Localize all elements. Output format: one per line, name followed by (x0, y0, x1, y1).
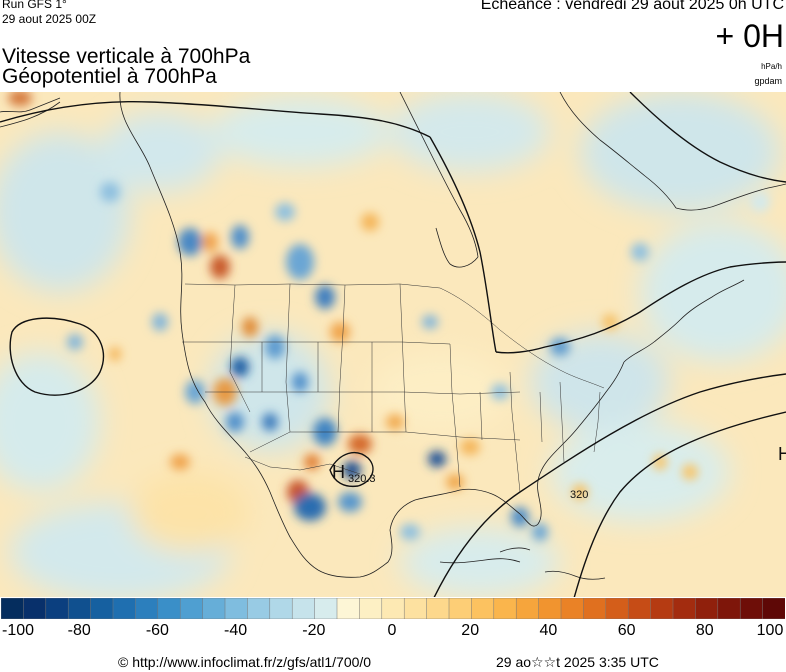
high-pressure-center-label-east: H (778, 444, 786, 464)
color-scale-swatch (67, 598, 92, 619)
color-scale-tick-label: 80 (695, 622, 714, 639)
color-scale-swatch (224, 598, 249, 619)
color-scale-swatch (605, 598, 629, 619)
color-scale-swatch (157, 598, 181, 619)
map-title-secondary: Géopotentiel à 700hPa (2, 65, 217, 88)
color-scale-tick-label: -60 (145, 622, 169, 639)
unit-label-secondary: gpdam (754, 76, 782, 86)
color-scale-swatch (717, 598, 741, 619)
color-scale-swatch (291, 598, 316, 619)
contour-label-320: 320 (570, 489, 588, 501)
color-scale-swatch (359, 598, 383, 619)
color-scale-swatch (538, 598, 562, 619)
weather-map-canvas: 320.3 320 H H (0, 92, 786, 597)
color-scale-swatch (45, 598, 69, 619)
color-scale-tick-label: -80 (67, 622, 91, 639)
color-scale-swatch (426, 598, 450, 619)
color-scale-swatch (471, 598, 495, 619)
contour-labels: 320.3 320 H H (332, 444, 786, 501)
color-scale-swatch (202, 598, 226, 619)
contour-label-320-3: 320.3 (348, 473, 376, 485)
run-label: Run GFS 1° (2, 0, 67, 11)
color-scale-swatch (247, 598, 271, 619)
color-scale-tick-label: -40 (224, 622, 248, 639)
color-scale-swatch (762, 598, 785, 619)
run-date: 29 aout 2025 00Z (2, 12, 97, 26)
color-scale-swatch (493, 598, 517, 619)
country-state-borders (182, 283, 605, 493)
map-title-primary: Vitesse verticale à 700hPa (2, 45, 251, 68)
color-scale-swatch (403, 598, 428, 619)
color-scale-swatch (381, 598, 405, 619)
color-scale-swatch (560, 598, 585, 619)
color-scale-swatch (179, 598, 204, 619)
color-scale-tick-label: -100 (1, 622, 35, 639)
color-scale-swatch (1, 598, 25, 619)
color-scale-tick-label: 100 (756, 622, 784, 639)
color-scale-swatch (739, 598, 764, 619)
source-url: © http://www.infoclimat.fr/z/gfs/atl1/70… (118, 654, 372, 670)
color-scale-swatch (269, 598, 293, 619)
color-scale-tick-label: -20 (302, 622, 326, 639)
color-scale-swatch (135, 598, 159, 619)
color-scale-swatch (314, 598, 338, 619)
valid-time-label: Echéance : vendredi 29 aout 2025 0h UTC (480, 0, 784, 13)
color-scale-swatch (23, 598, 47, 619)
color-scale-swatch (90, 598, 114, 619)
unit-label-primary: hPa/h (761, 62, 782, 71)
coastlines (0, 92, 786, 580)
color-scale-swatch (695, 598, 719, 619)
weather-map: 320.3 320 H H (0, 92, 786, 597)
color-scale-swatch (583, 598, 607, 619)
color-scale-swatch (448, 598, 473, 619)
color-scale-swatch (515, 598, 540, 619)
color-scale-swatch (627, 598, 652, 619)
color-scale-swatch (112, 598, 137, 619)
generation-time: 29 ao☆☆t 2025 3:35 UTC (496, 654, 659, 670)
color-scale-labels: -100 -80 -60 -40 -20 0 20 40 60 80 100 (0, 622, 786, 642)
color-scale-swatch (672, 598, 697, 619)
color-scale-bar (1, 598, 785, 619)
geopotential-contours (0, 92, 786, 597)
color-scale-swatch (650, 598, 674, 619)
color-scale-tick-label: 60 (617, 622, 636, 639)
color-scale-tick-label: 40 (539, 622, 558, 639)
forecast-hour: + 0H (715, 18, 784, 54)
color-scale-swatch (336, 598, 361, 619)
high-pressure-center-label: H (332, 462, 345, 482)
field-small-cells (8, 92, 770, 541)
color-scale-tick-label: 20 (461, 622, 480, 639)
color-scale-tick-label: 0 (387, 622, 397, 639)
